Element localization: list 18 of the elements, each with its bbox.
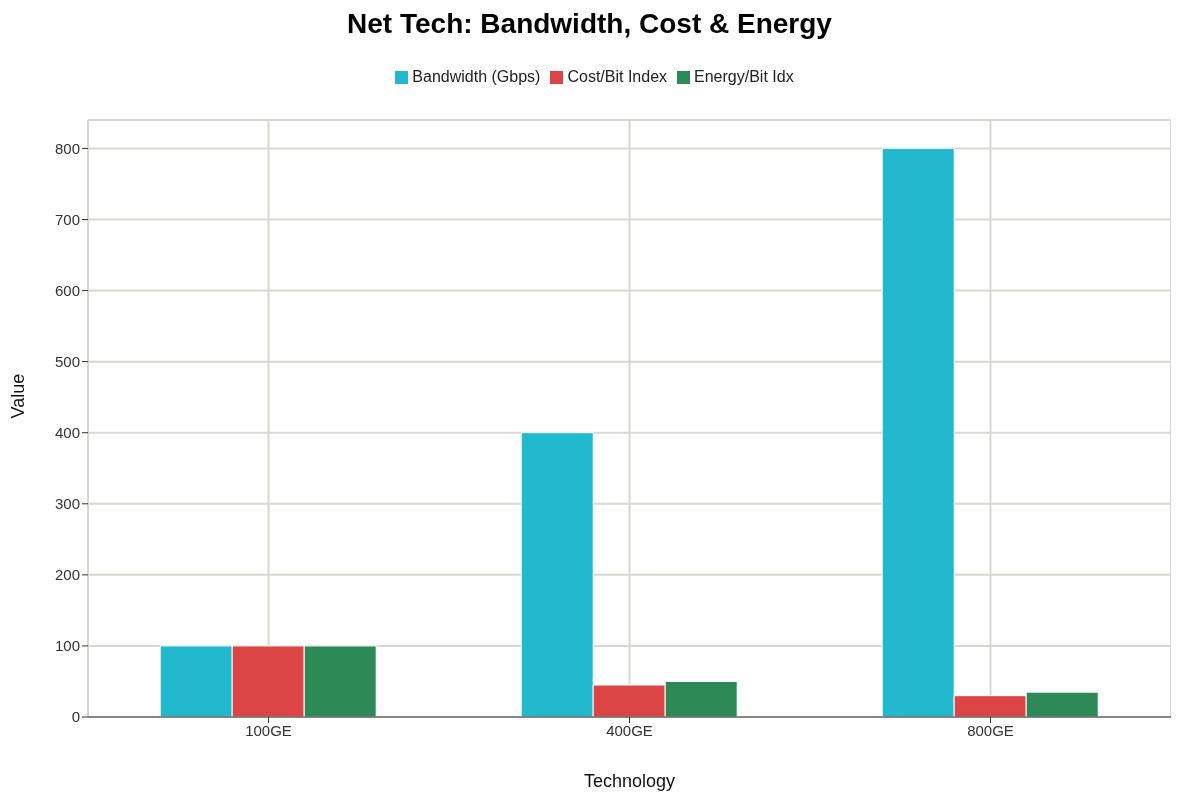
legend-label: Bandwidth (Gbps) <box>412 68 541 85</box>
y-tick-label: 500 <box>54 352 80 370</box>
y-tick-label: 400 <box>54 424 80 442</box>
chart-title: Net Tech: Bandwidth, Cost & Energy <box>346 8 833 41</box>
x-tick-label: 800GE <box>967 721 1014 739</box>
y-tick-label: 300 <box>54 495 80 513</box>
y-tick-label: 800 <box>54 139 80 157</box>
x-tick-label: 100GE <box>245 721 292 739</box>
y-tick-label: 100 <box>54 637 80 655</box>
x-tick-label: 400GE <box>606 721 653 739</box>
y-axis-title: Value <box>8 373 29 419</box>
y-tick-label: 0 <box>71 708 80 726</box>
y-tick-label: 600 <box>54 281 80 299</box>
legend-label: Cost/Bit Index <box>567 68 668 85</box>
y-tick-label: 200 <box>54 566 80 584</box>
x-axis-title: Technology <box>583 771 676 791</box>
y-tick-label: 700 <box>54 210 80 228</box>
legend-label: Energy/Bit Idx <box>694 68 794 85</box>
